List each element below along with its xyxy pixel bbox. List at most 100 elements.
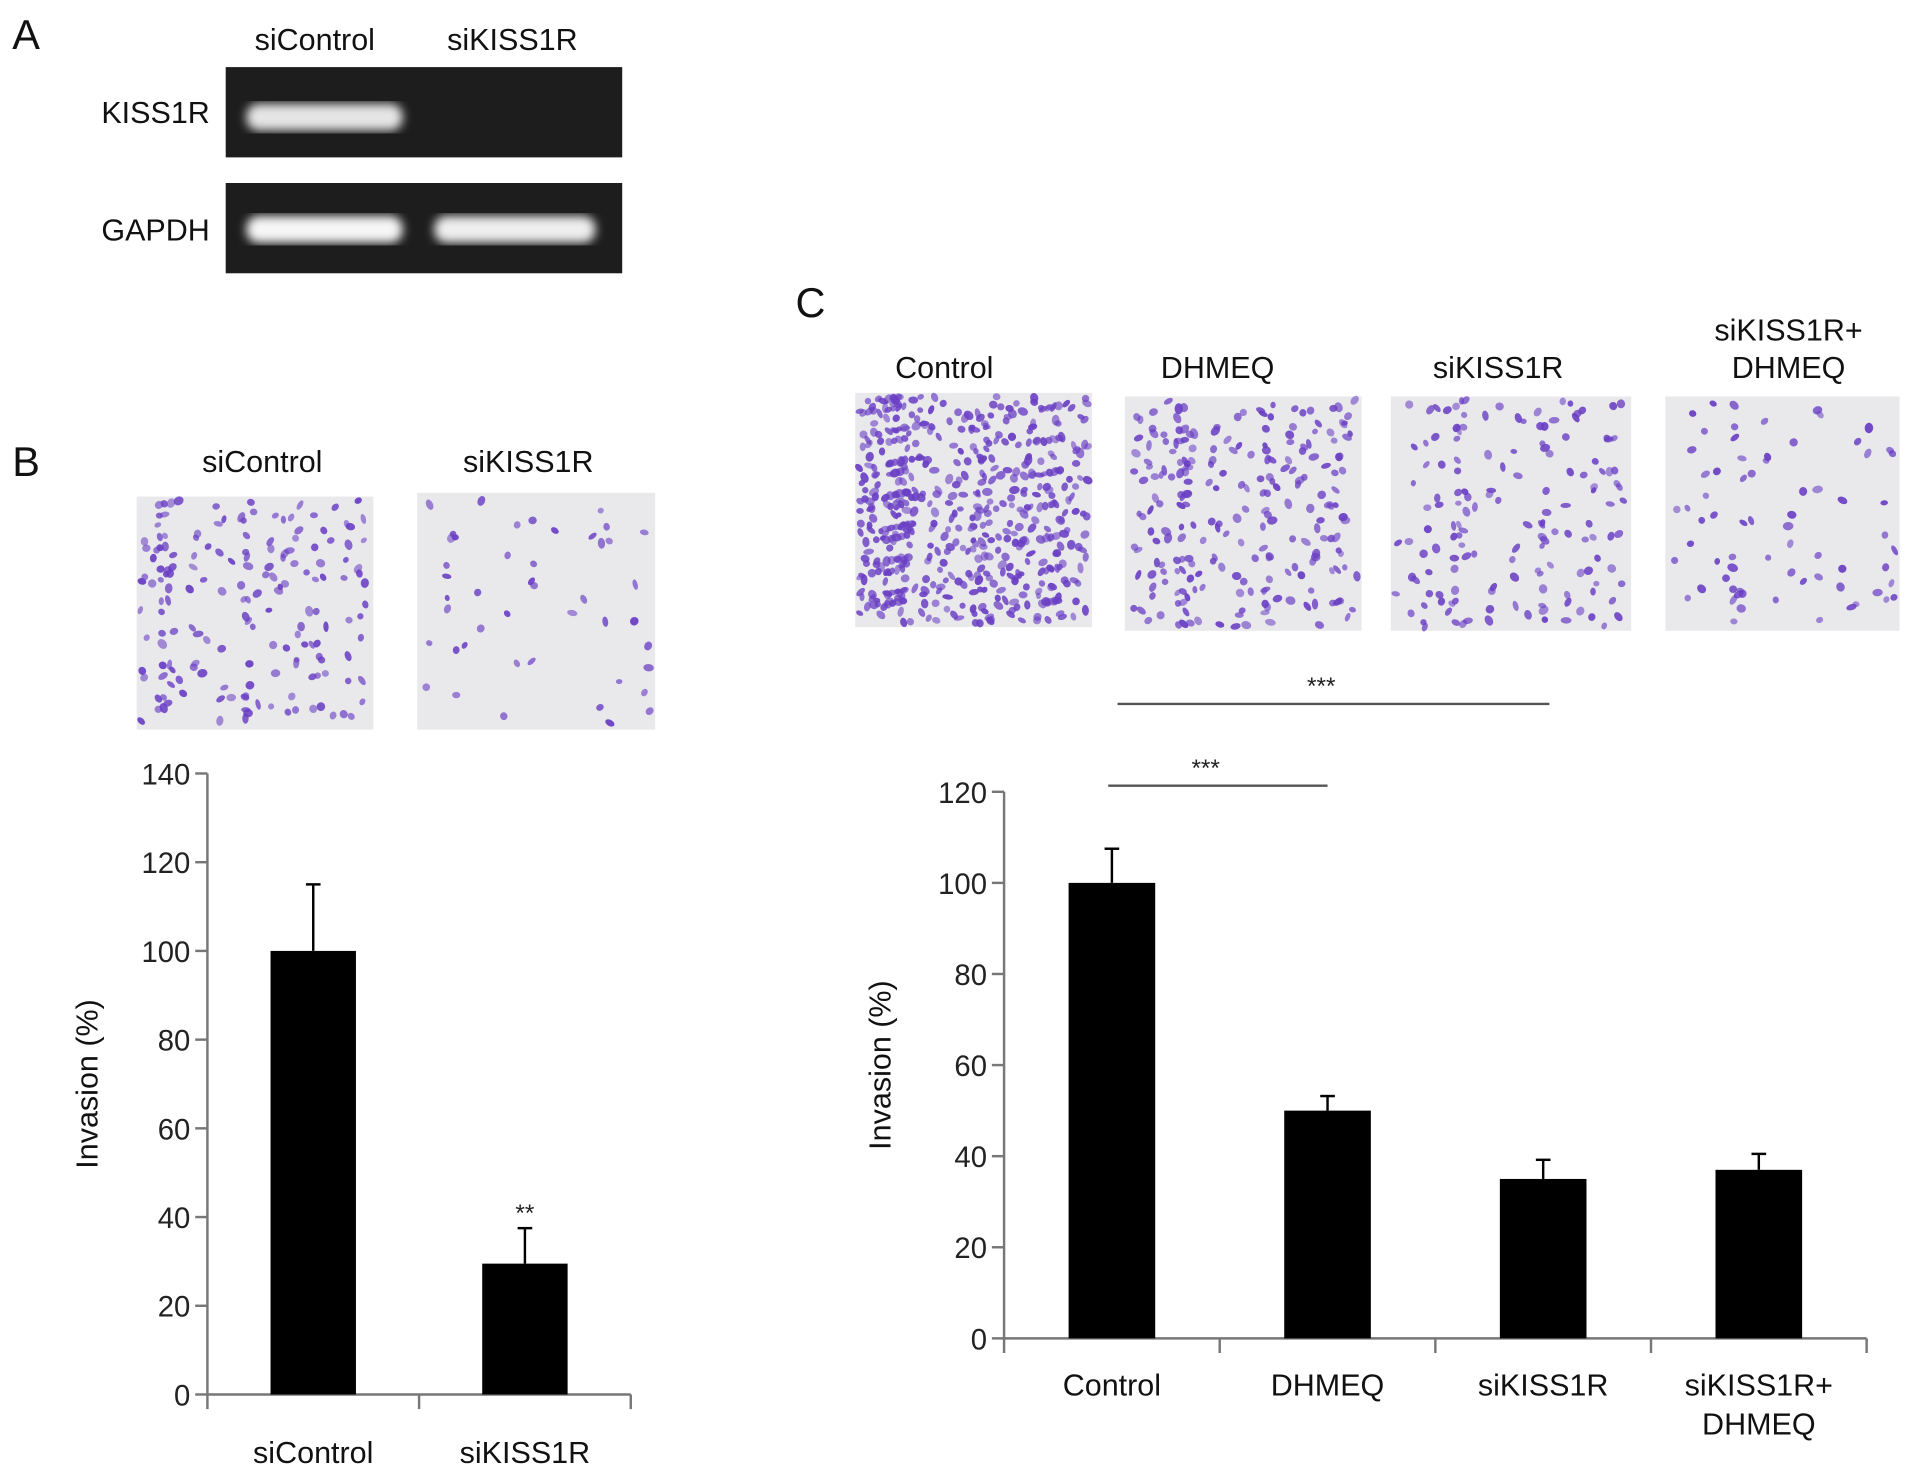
stained-cell	[192, 630, 204, 638]
stained-cell	[1286, 439, 1295, 446]
stained-cell	[869, 406, 878, 415]
stained-cell	[946, 417, 953, 426]
stained-cell	[1239, 577, 1248, 586]
stained-cell	[1608, 596, 1617, 605]
stained-cell	[1297, 571, 1306, 580]
stained-cell	[313, 639, 321, 648]
stained-cell	[1144, 616, 1153, 625]
stained-cell	[1178, 598, 1188, 606]
stained-cell	[1590, 487, 1597, 494]
stained-cell	[140, 537, 149, 546]
stained-cell	[1212, 485, 1220, 492]
stained-cell	[1059, 529, 1070, 538]
stained-cell	[1579, 471, 1588, 479]
stained-cell	[452, 691, 461, 699]
stained-cell	[972, 503, 983, 511]
stained-cell	[1162, 437, 1170, 445]
stained-cell	[1431, 543, 1441, 554]
stained-cell	[1024, 557, 1031, 565]
stained-cell	[357, 675, 366, 686]
gel-band	[434, 215, 596, 243]
stained-cell	[550, 527, 559, 534]
stained-cell	[953, 459, 961, 467]
micrograph-image	[1390, 396, 1632, 632]
stained-cell	[880, 602, 888, 611]
stained-cell	[1061, 482, 1068, 492]
stained-cell	[156, 565, 165, 573]
stained-cell	[1331, 486, 1340, 494]
stained-cell	[1316, 517, 1325, 524]
stained-cell	[976, 564, 986, 573]
stained-cell	[1407, 609, 1415, 618]
stained-cell	[1182, 501, 1191, 508]
stained-cell	[215, 548, 224, 557]
stained-cell	[901, 466, 910, 475]
stained-cell	[885, 597, 894, 606]
stained-cell	[1181, 456, 1189, 467]
stained-cell	[1151, 493, 1160, 503]
x-tick-label: siKISS1R+	[1685, 1369, 1833, 1403]
stained-cell	[1019, 471, 1029, 481]
stained-cell	[175, 675, 184, 685]
stained-cell	[1013, 400, 1020, 407]
stained-cell	[1459, 423, 1468, 431]
stained-cell	[1853, 437, 1862, 446]
stained-cell	[900, 574, 910, 583]
stained-cell	[1199, 583, 1206, 592]
stained-cell	[605, 719, 615, 727]
stained-cell	[970, 537, 977, 544]
stained-cell	[242, 531, 251, 540]
stained-cell	[954, 577, 963, 586]
stained-cell	[269, 640, 278, 650]
stained-cell	[942, 594, 954, 600]
stained-cell	[1265, 552, 1274, 561]
stained-cell	[527, 657, 536, 666]
stained-cell	[866, 521, 873, 530]
stained-cell	[922, 455, 933, 465]
stained-cell	[1838, 564, 1847, 573]
stained-cell	[995, 431, 1003, 439]
stained-cell	[1736, 604, 1746, 613]
stained-cell	[1455, 500, 1462, 506]
stained-cell	[995, 533, 1002, 541]
stained-cell	[927, 405, 935, 415]
stained-cell	[1179, 619, 1189, 629]
image-label: DHMEQ	[1732, 351, 1846, 385]
stained-cell	[154, 522, 162, 528]
stained-cell	[158, 629, 166, 637]
stained-cell	[856, 497, 864, 505]
stained-cell	[316, 702, 326, 712]
stained-cell	[1335, 547, 1342, 554]
stained-cell	[859, 430, 868, 439]
stained-cell	[890, 405, 897, 412]
stained-cell	[1258, 544, 1269, 552]
stained-cell	[1533, 407, 1542, 417]
stained-cell	[329, 711, 337, 720]
stained-cell	[1173, 556, 1181, 565]
stained-cell	[1051, 532, 1062, 540]
stained-cell	[1433, 404, 1441, 413]
stained-cell	[922, 575, 931, 584]
stained-cell	[1610, 435, 1618, 442]
stained-cell	[1038, 558, 1048, 567]
stained-cell	[1462, 506, 1471, 517]
stained-cell	[983, 445, 990, 453]
stained-cell	[1071, 507, 1080, 515]
stained-cell	[969, 514, 976, 522]
stained-cell	[1419, 549, 1428, 559]
stained-cell	[287, 513, 295, 522]
stained-cell	[988, 400, 998, 409]
stained-cell	[1344, 412, 1352, 421]
stained-cell	[1247, 587, 1254, 596]
stained-cell	[1291, 562, 1299, 572]
stained-cell	[1181, 489, 1191, 498]
stained-cell	[1489, 582, 1498, 592]
stained-cell	[1329, 567, 1335, 575]
stained-cell	[137, 606, 144, 615]
stained-cell	[1299, 409, 1307, 417]
stained-cell	[597, 507, 604, 514]
stained-cell	[1261, 446, 1271, 455]
stained-cell	[1005, 562, 1014, 572]
stained-cell	[1697, 584, 1707, 594]
stained-cell	[999, 500, 1007, 508]
